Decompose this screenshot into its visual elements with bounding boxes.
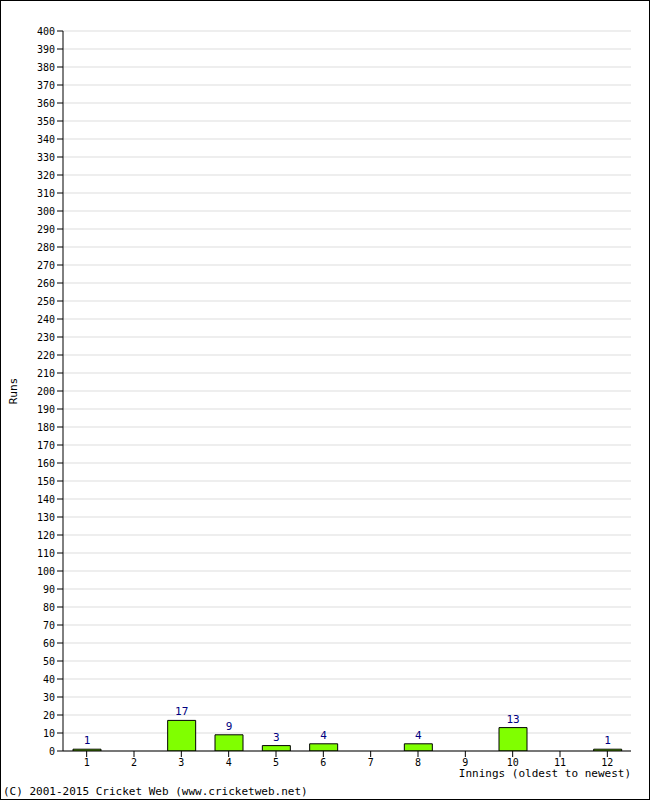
svg-text:90: 90 — [43, 584, 55, 595]
svg-text:290: 290 — [37, 224, 55, 235]
svg-text:310: 310 — [37, 188, 55, 199]
svg-text:8: 8 — [415, 757, 421, 768]
svg-text:1: 1 — [604, 734, 611, 747]
svg-text:13: 13 — [506, 713, 519, 726]
svg-text:50: 50 — [43, 656, 55, 667]
svg-text:130: 130 — [37, 512, 55, 523]
html-text:(C) 2001-2015 Cricket Web (www: (C) 2001-2015 Cricket Web (www.cricketwe… — [3, 785, 308, 798]
svg-text:220: 220 — [37, 350, 55, 361]
svg-text:180: 180 — [37, 422, 55, 433]
svg-text:140: 140 — [37, 494, 55, 505]
svg-text:3: 3 — [273, 731, 280, 744]
svg-text:2: 2 — [131, 757, 137, 768]
svg-text:320: 320 — [37, 170, 55, 181]
svg-text:6: 6 — [320, 757, 326, 768]
svg-text:4: 4 — [415, 729, 422, 742]
html-text:Innings (oldest to newest): Innings (oldest to newest) — [458, 767, 631, 780]
svg-text:370: 370 — [37, 80, 55, 91]
svg-text:250: 250 — [37, 296, 55, 307]
svg-text:1: 1 — [84, 757, 90, 768]
svg-text:7: 7 — [368, 757, 374, 768]
svg-text:10: 10 — [507, 757, 519, 768]
svg-text:390: 390 — [37, 44, 55, 55]
svg-text:70: 70 — [43, 620, 55, 631]
svg-text:9: 9 — [226, 720, 233, 733]
svg-text:60: 60 — [43, 638, 55, 649]
svg-text:170: 170 — [37, 440, 55, 451]
html-text:Runs: Runs — [6, 377, 20, 405]
svg-text:280: 280 — [37, 242, 55, 253]
svg-text:230: 230 — [37, 332, 55, 343]
svg-text:17: 17 — [175, 705, 188, 718]
svg-text:300: 300 — [37, 206, 55, 217]
svg-text:9: 9 — [462, 757, 468, 768]
svg-text:260: 260 — [37, 278, 55, 289]
svg-text:11: 11 — [554, 757, 566, 768]
svg-text:10: 10 — [43, 728, 55, 739]
svg-text:0: 0 — [49, 746, 55, 757]
svg-text:30: 30 — [43, 692, 55, 703]
svg-text:270: 270 — [37, 260, 55, 271]
svg-text:100: 100 — [37, 566, 55, 577]
svg-text:3: 3 — [178, 757, 184, 768]
svg-text:110: 110 — [37, 548, 55, 559]
svg-text:200: 200 — [37, 386, 55, 397]
svg-text:12: 12 — [601, 757, 613, 768]
svg-text:240: 240 — [37, 314, 55, 325]
svg-text:330: 330 — [37, 152, 55, 163]
svg-text:4: 4 — [320, 729, 327, 742]
svg-text:1: 1 — [84, 734, 91, 747]
svg-text:380: 380 — [37, 62, 55, 73]
svg-text:350: 350 — [37, 116, 55, 127]
svg-text:360: 360 — [37, 98, 55, 109]
svg-text:400: 400 — [37, 26, 55, 37]
svg-text:5: 5 — [273, 757, 279, 768]
svg-text:340: 340 — [37, 134, 55, 145]
svg-text:160: 160 — [37, 458, 55, 469]
svg-text:80: 80 — [43, 602, 55, 613]
svg-text:20: 20 — [43, 710, 55, 721]
svg-text:4: 4 — [226, 757, 232, 768]
svg-text:190: 190 — [37, 404, 55, 415]
svg-text:120: 120 — [37, 530, 55, 541]
svg-text:40: 40 — [43, 674, 55, 685]
svg-text:210: 210 — [37, 368, 55, 379]
svg-text:150: 150 — [37, 476, 55, 487]
